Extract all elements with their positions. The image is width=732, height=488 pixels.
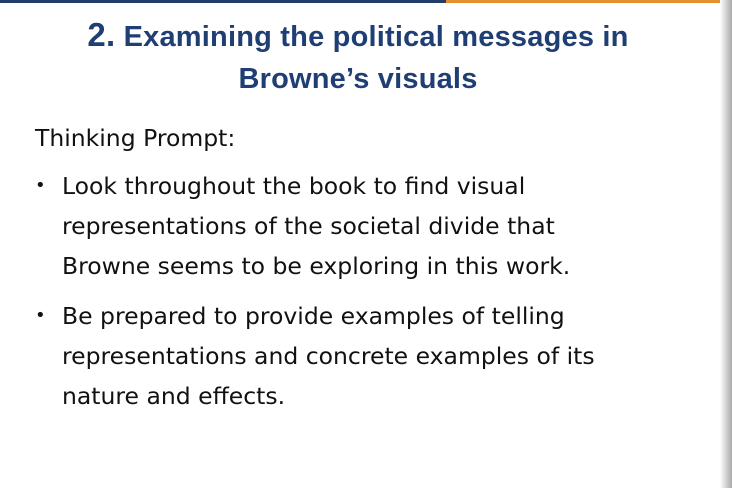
bullet-2-line-1: Be prepared to provide examples of telli…: [62, 302, 565, 330]
bullet-icon: •: [35, 305, 46, 326]
bullet-1-line-1: Look throughout the book to find visual: [62, 172, 526, 200]
bullet-icon: •: [35, 175, 46, 196]
bullet-1-line-3: Browne seems to be exploring in this wor…: [62, 252, 571, 280]
top-rule-navy: [0, 0, 446, 3]
bullet-list: • Look throughout the book to find visua…: [35, 166, 695, 416]
bullet-item-2: • Be prepared to provide examples of tel…: [35, 296, 695, 416]
prompt-label: Thinking Prompt:: [35, 124, 236, 152]
title-line-1: Examining the political messages in: [123, 21, 629, 53]
top-rule-orange: [446, 0, 720, 3]
bullet-2-line-2: representations and concrete examples of…: [62, 342, 595, 370]
bullet-1-line-2: representations of the societal divide t…: [62, 212, 555, 240]
title-line-2: Browne’s visuals: [238, 63, 478, 95]
slide-title: 2. Examining the political messages in B…: [16, 14, 700, 100]
bullet-item-1: • Look throughout the book to find visua…: [35, 166, 695, 286]
bullet-2-line-3: nature and effects.: [62, 382, 286, 410]
slide-body: Thinking Prompt: • Look throughout the b…: [35, 120, 695, 426]
title-number: 2.: [87, 16, 116, 53]
slide-edge-shadow: [720, 0, 732, 488]
